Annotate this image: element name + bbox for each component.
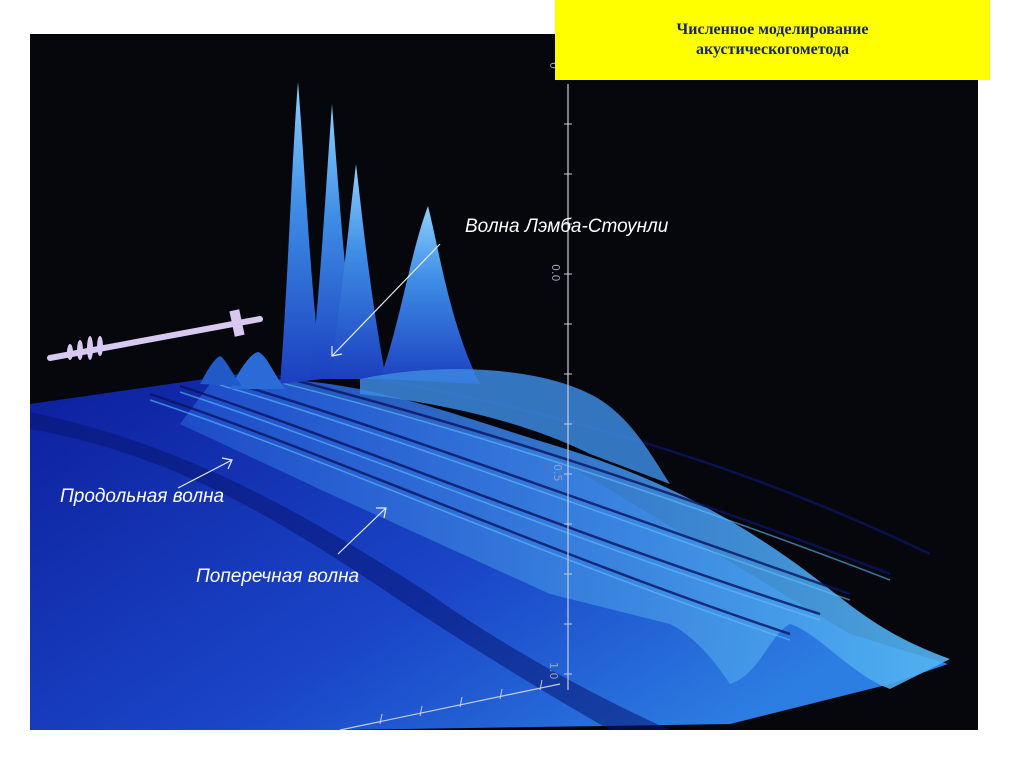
peak-tail [360, 369, 670, 484]
label-lamb-stoneley-wave: Волна Лэмба-Стоунли [465, 216, 669, 237]
slide-title-line1: Численное моделирование [676, 21, 869, 38]
label-transverse-wave: Поперечная волна [196, 566, 360, 587]
surface-ripples [180, 379, 950, 689]
annotation-arrows [177, 243, 441, 555]
acoustic-source-tool [47, 309, 263, 361]
slide-title-line2: акустическогометода [696, 41, 849, 58]
axis-tick-mid1: 0.0 [549, 264, 562, 282]
slide-title-box: Численное моделирование акустическогомет… [555, 0, 990, 80]
lamb-stoneley-peaks [200, 82, 480, 389]
label-longitudinal-wave: Продольная волна [60, 486, 225, 507]
axis-tick-bottom: 1.0 [547, 662, 560, 680]
bottom-axis [339, 683, 561, 730]
wave-crest-highlights [149, 379, 891, 641]
wave-surface-plot [30, 82, 950, 730]
front-band [30, 412, 670, 730]
axis-ticks [564, 123, 572, 675]
wave-simulation-figure: 0 0.0 0.5 1.0 [30, 34, 978, 730]
axis-tick-mid2: 0.5 [551, 464, 564, 482]
